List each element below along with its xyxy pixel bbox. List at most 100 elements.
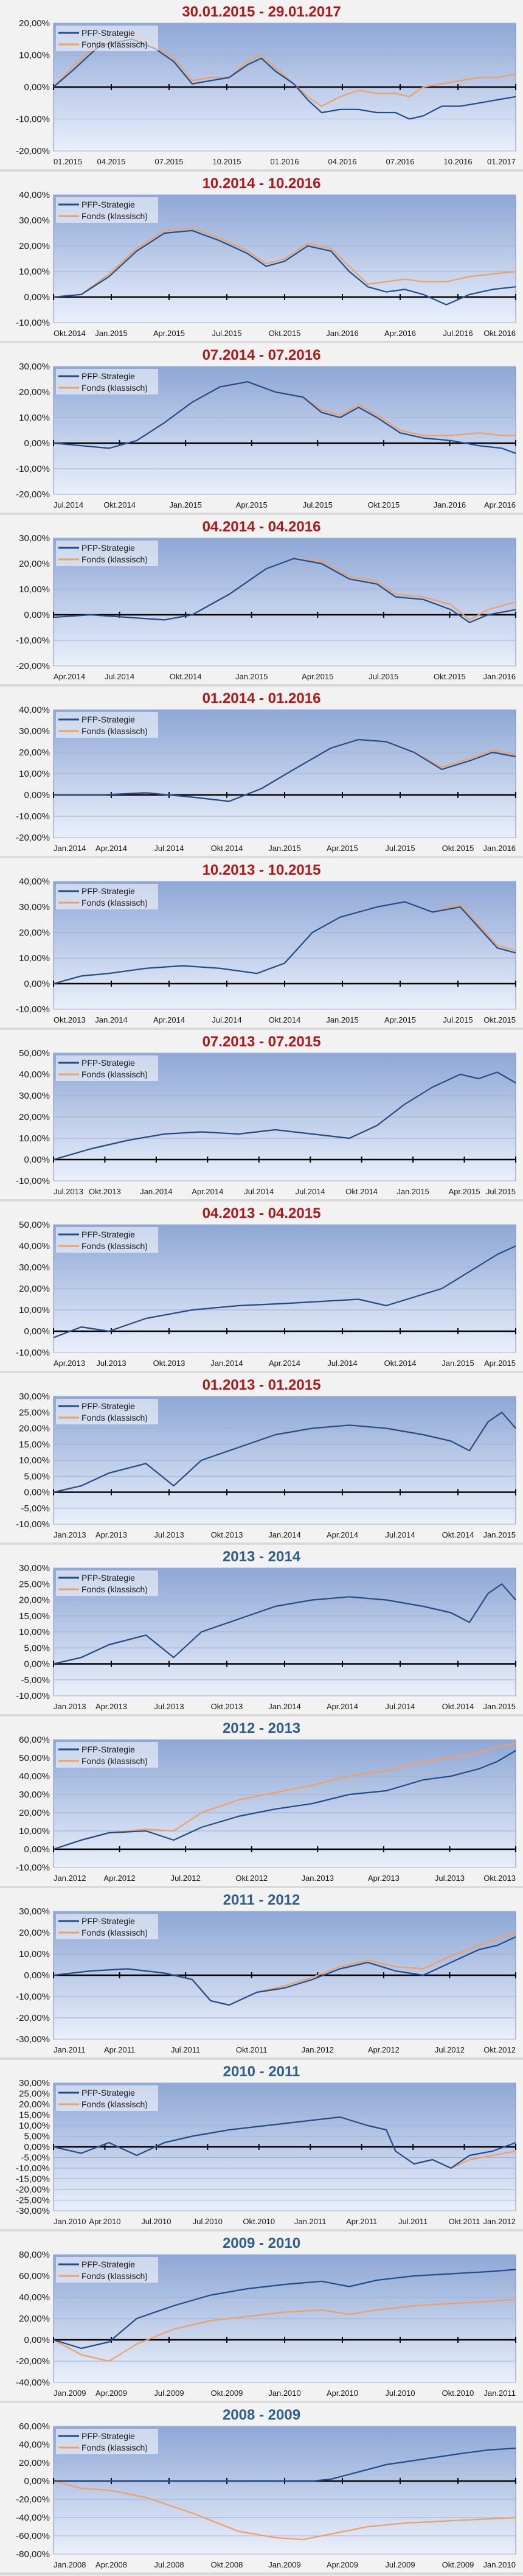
- x-tick-label: Jul.2015: [369, 672, 398, 681]
- y-tick-label: -20,00%: [16, 2185, 50, 2195]
- y-tick-label: 10,00%: [19, 584, 50, 595]
- y-tick-label: -30,00%: [16, 2034, 50, 2045]
- x-tick-label: Jan.2014: [210, 1359, 243, 1368]
- y-tick-label: 20,00%: [19, 559, 50, 569]
- x-tick-label: Okt.2010: [442, 2389, 474, 2398]
- y-tick-label: 10,00%: [19, 1305, 50, 1315]
- x-tick-label: Jan.2015: [442, 1359, 474, 1368]
- legend-label: Fonds (klassisch): [81, 726, 148, 736]
- y-tick-label: 10,00%: [19, 267, 50, 277]
- x-tick-label: Jul.2015: [212, 329, 241, 338]
- y-tick-label: 20,00%: [19, 2314, 50, 2324]
- x-tick-label: Jan.2013: [302, 1874, 334, 1883]
- y-tick-label: 0,00%: [24, 979, 50, 989]
- x-tick-label: Jul.2014: [327, 1359, 357, 1368]
- y-tick-label: 0,00%: [24, 2335, 50, 2345]
- legend-label: PFP-Strategie: [81, 1058, 135, 1068]
- y-tick-label: -25,00%: [16, 2196, 50, 2206]
- y-tick-label: 20,00%: [19, 2458, 50, 2468]
- legend-box: [56, 884, 158, 909]
- y-tick-label: 60,00%: [19, 2421, 50, 2432]
- x-tick-label: Okt.2014: [103, 500, 136, 509]
- x-tick-label: Apr.2014: [327, 1530, 358, 1539]
- x-tick-label: Apr.2015: [302, 672, 333, 681]
- y-tick-label: 10,00%: [19, 1826, 50, 1836]
- chart-panel: 10.2013 - 10.2015 40,00% 30,00% 20,00% 10,00…: [0, 858, 523, 1030]
- x-tick-label: Apr.2009: [95, 2389, 127, 2398]
- chart-panel: 04.2013 - 04.2015 50,00% 40,00% 30,00% 20,00…: [0, 1202, 523, 1373]
- y-tick-label: 15,00%: [19, 1440, 50, 1450]
- x-tick-label: Apr.2011: [346, 2217, 377, 2226]
- legend-label: Fonds (klassisch): [81, 1928, 148, 1937]
- x-tick-label: Jul.2013: [154, 1530, 184, 1539]
- y-tick-label: 40,00%: [19, 2292, 50, 2303]
- x-tick-label: Jan.2016: [483, 672, 516, 681]
- y-tick-label: 30,00%: [19, 1391, 50, 1402]
- series-line-fonds-klassisch: [53, 35, 516, 107]
- y-tick-label: 5,00%: [24, 1471, 50, 1482]
- x-tick-label: 01.2015: [54, 157, 82, 166]
- series-line-pfp-strategie: [53, 38, 516, 120]
- legend-label: Fonds (klassisch): [81, 898, 148, 908]
- x-tick-label: Jan.2009: [54, 2389, 86, 2398]
- x-tick-label: Okt.2014: [269, 1015, 301, 1024]
- legend-label: Fonds (klassisch): [81, 2099, 148, 2109]
- legend-label: Fonds (klassisch): [81, 555, 148, 564]
- x-tick-label: Jan.2013: [54, 1702, 86, 1711]
- y-tick-label: -20,00%: [16, 489, 50, 500]
- x-tick-label: Okt.2013: [153, 1359, 185, 1368]
- x-tick-label: Okt.2013: [483, 1874, 516, 1883]
- y-tick-label: -20,00%: [16, 833, 50, 843]
- x-tick-label: Okt.2011: [236, 2045, 268, 2054]
- legend-box: [56, 712, 158, 738]
- chart-title: 07.2014 - 07.2016: [202, 347, 321, 363]
- y-tick-label: -20,00%: [16, 146, 50, 156]
- x-tick-label: Jul.2011: [398, 2217, 428, 2226]
- y-tick-label: 0,00%: [24, 1155, 50, 1165]
- legend-label: PFP-Strategie: [81, 200, 135, 209]
- y-tick-label: 0,00%: [24, 1488, 50, 1498]
- x-tick-label: Jul.2014: [385, 1702, 415, 1711]
- chart-title: 2011 - 2012: [223, 1892, 300, 1908]
- x-tick-label: Jul.2015: [486, 1187, 516, 1196]
- x-tick-label: Okt.2016: [483, 329, 516, 338]
- x-tick-label: Apr.2015: [236, 500, 268, 509]
- x-tick-label: Jan.2015: [268, 844, 301, 853]
- chart-panel: 2011 - 2012 30,00% 20,00% 10,00% 0,00% -10,00…: [0, 1888, 523, 2060]
- x-tick-label: Apr.2014: [153, 1015, 185, 1024]
- x-tick-label: 07.2016: [386, 157, 415, 166]
- y-tick-label: 20,00%: [19, 928, 50, 938]
- legend-label: PFP-Strategie: [81, 1573, 135, 1583]
- chart-title: 01.2013 - 01.2015: [202, 1377, 321, 1393]
- legend-box: [56, 2429, 158, 2454]
- legend-label: Fonds (klassisch): [81, 383, 148, 393]
- y-tick-label: -80,00%: [16, 2549, 50, 2560]
- x-tick-label: Jul.2013: [54, 1187, 83, 1196]
- y-tick-label: 80,00%: [19, 2250, 50, 2260]
- legend-label: PFP-Strategie: [81, 886, 135, 896]
- y-tick-label: 40,00%: [19, 1771, 50, 1782]
- legend-box: [56, 541, 158, 566]
- line-chart: 50,00% 40,00% 30,00% 20,00% 10,00% 0,00% -10,0…: [16, 1048, 516, 1196]
- x-tick-label: Okt.2013: [89, 1187, 121, 1196]
- x-tick-label: Jan.2013: [54, 1530, 86, 1539]
- line-chart: 60,00% 50,00% 40,00% 30,00% 20,00% 10,00% 0,00…: [16, 1735, 516, 1883]
- y-tick-label: -10,00%: [16, 1004, 50, 1015]
- y-tick-label: 15,00%: [19, 2110, 50, 2121]
- y-tick-label: 20,00%: [19, 1284, 50, 1294]
- x-tick-label: Okt.2012: [483, 2045, 516, 2054]
- line-chart: 30,00% 25,00% 20,00% 15,00% 10,00% 5,00% 0,00%…: [16, 1563, 516, 1711]
- x-tick-label: Jan.2010: [54, 2217, 86, 2226]
- y-tick-label: 25,00%: [19, 2089, 50, 2099]
- x-tick-label: Jul.2015: [443, 1015, 473, 1024]
- chart-panel: 07.2014 - 07.2016 30,00% 20,00% 10,00% 0,00%…: [0, 343, 523, 515]
- y-tick-label: -10,00%: [16, 635, 50, 646]
- x-tick-label: Apr.2013: [368, 1874, 400, 1883]
- x-tick-label: Okt.2013: [211, 1702, 243, 1711]
- legend-box: [56, 1742, 158, 1768]
- x-tick-label: Jul.2012: [171, 1874, 201, 1883]
- x-tick-label: Jul.2013: [154, 1702, 184, 1711]
